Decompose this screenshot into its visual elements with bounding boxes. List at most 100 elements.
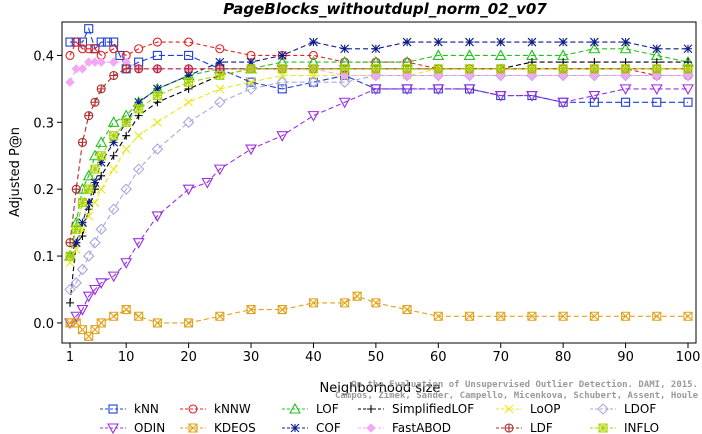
data-point-kdeos <box>621 311 631 321</box>
data-point-odin <box>201 177 214 189</box>
data-point-ldf <box>152 64 162 74</box>
data-point-odin <box>95 278 108 289</box>
data-point-odin <box>619 84 632 96</box>
x-tick-label: 100 <box>676 350 701 365</box>
data-point-simplifiedlof <box>78 232 87 240</box>
data-point-odin <box>401 84 414 96</box>
legend-label-knnw: kNNW <box>214 402 251 416</box>
legend-label-simplifiedlof: SimplifiedLOF <box>392 402 474 416</box>
data-point-fastabod <box>527 70 537 81</box>
data-point-odin <box>89 284 101 296</box>
x-tick-label: 30 <box>243 350 260 365</box>
data-point-knn <box>621 97 631 107</box>
legend-marker-odin <box>107 423 119 434</box>
data-point-inflo <box>90 164 100 174</box>
data-point-ldof <box>557 69 569 82</box>
legend-item-ldof: LDOF <box>590 402 656 416</box>
data-point-odin <box>132 238 145 249</box>
series-ldof <box>64 69 694 296</box>
data-point-loop <box>184 97 193 107</box>
data-point-fastabod <box>652 70 662 81</box>
data-point-kdeos <box>277 305 287 315</box>
legend-marker-ldf <box>504 423 514 433</box>
data-point-kdeos <box>464 311 475 321</box>
legend-item-knn: kNN <box>100 402 159 416</box>
data-point-cof <box>246 57 256 67</box>
data-point-cof <box>371 44 381 54</box>
legend-label-kdeos: KDEOS <box>214 421 256 434</box>
data-point-ldof <box>107 203 120 216</box>
data-point-kdeos <box>109 311 119 321</box>
data-point-cof <box>621 37 630 47</box>
data-point-simplifiedlof <box>109 151 118 160</box>
data-point-ldof <box>89 236 101 249</box>
x-tick-label: 70 <box>492 350 509 365</box>
data-point-odin <box>213 164 226 176</box>
data-point-knn <box>246 77 256 87</box>
data-point-cof <box>153 84 162 94</box>
data-point-cof <box>652 44 662 54</box>
data-point-cof <box>277 51 287 60</box>
legend-marker-kdeos <box>188 423 198 433</box>
data-point-knn <box>65 37 75 47</box>
data-point-inflo <box>464 64 475 74</box>
legend-marker-ldof <box>597 403 609 415</box>
data-point-kdeos <box>433 311 443 321</box>
legend-label-inflo: INFLO <box>624 421 659 434</box>
data-point-ldof <box>651 69 663 82</box>
data-point-kdeos <box>652 311 662 321</box>
data-point-loop <box>134 131 144 141</box>
data-point-ldof <box>682 69 694 82</box>
series-line-inflo <box>69 68 688 257</box>
data-point-knn <box>77 37 88 47</box>
data-point-knnw <box>77 44 88 54</box>
data-point-simplifiedlof <box>66 298 74 307</box>
data-point-inflo <box>683 64 693 74</box>
data-point-ldof <box>132 163 145 175</box>
series-inflo <box>65 64 693 261</box>
plot-frame <box>61 21 697 344</box>
data-point-ldof <box>82 250 95 262</box>
y-tick-label: 0.0 <box>33 317 54 332</box>
data-point-knnw <box>84 44 94 54</box>
data-point-knnw <box>109 44 119 54</box>
data-point-loop <box>215 84 225 94</box>
data-point-odin <box>338 97 351 109</box>
data-point-ldof <box>182 116 195 129</box>
legend-item-knnw: kNNW <box>180 402 251 416</box>
data-point-fastabod <box>496 70 506 81</box>
data-point-cof <box>340 44 350 54</box>
data-point-inflo <box>184 77 194 87</box>
credit-line-1: On the Evaluation of Unsupervised Outlie… <box>351 379 698 390</box>
data-point-knnw <box>90 44 100 54</box>
legend-item-cof: COF <box>282 421 341 434</box>
x-tick-label: 90 <box>617 350 634 365</box>
legend-label-ldof: LDOF <box>624 402 656 416</box>
data-point-ldf <box>84 111 94 121</box>
data-point-lof <box>463 49 476 60</box>
data-point-kdeos <box>246 305 256 315</box>
data-point-odin <box>182 184 195 196</box>
credit-text: On the Evaluation of Unsupervised Outlie… <box>335 379 699 401</box>
legend-label-ldf: LDF <box>530 421 553 434</box>
legend-marker-inflo <box>598 423 608 433</box>
data-point-lof <box>82 169 95 181</box>
data-point-cof <box>527 37 537 47</box>
data-point-ldof <box>276 76 289 88</box>
data-point-inflo <box>527 64 537 74</box>
y-axis-label: Adjusted P@n <box>8 127 23 217</box>
data-point-loop <box>90 198 100 207</box>
data-point-odin <box>245 144 257 156</box>
data-point-fastabod <box>558 70 568 81</box>
data-point-loop <box>121 144 131 154</box>
data-point-odin <box>82 291 95 303</box>
data-point-inflo <box>558 64 568 74</box>
y-tick-label: 0.1 <box>33 250 54 265</box>
data-point-fastabod <box>96 57 106 67</box>
data-point-lof <box>619 42 632 54</box>
legend-marker-simplifiedlof <box>367 405 375 413</box>
data-point-ldf <box>65 238 75 248</box>
legend-item-fastabod: FastABOD <box>358 421 451 434</box>
data-point-cof <box>683 44 693 54</box>
y-tick-label: 0.3 <box>33 116 54 131</box>
